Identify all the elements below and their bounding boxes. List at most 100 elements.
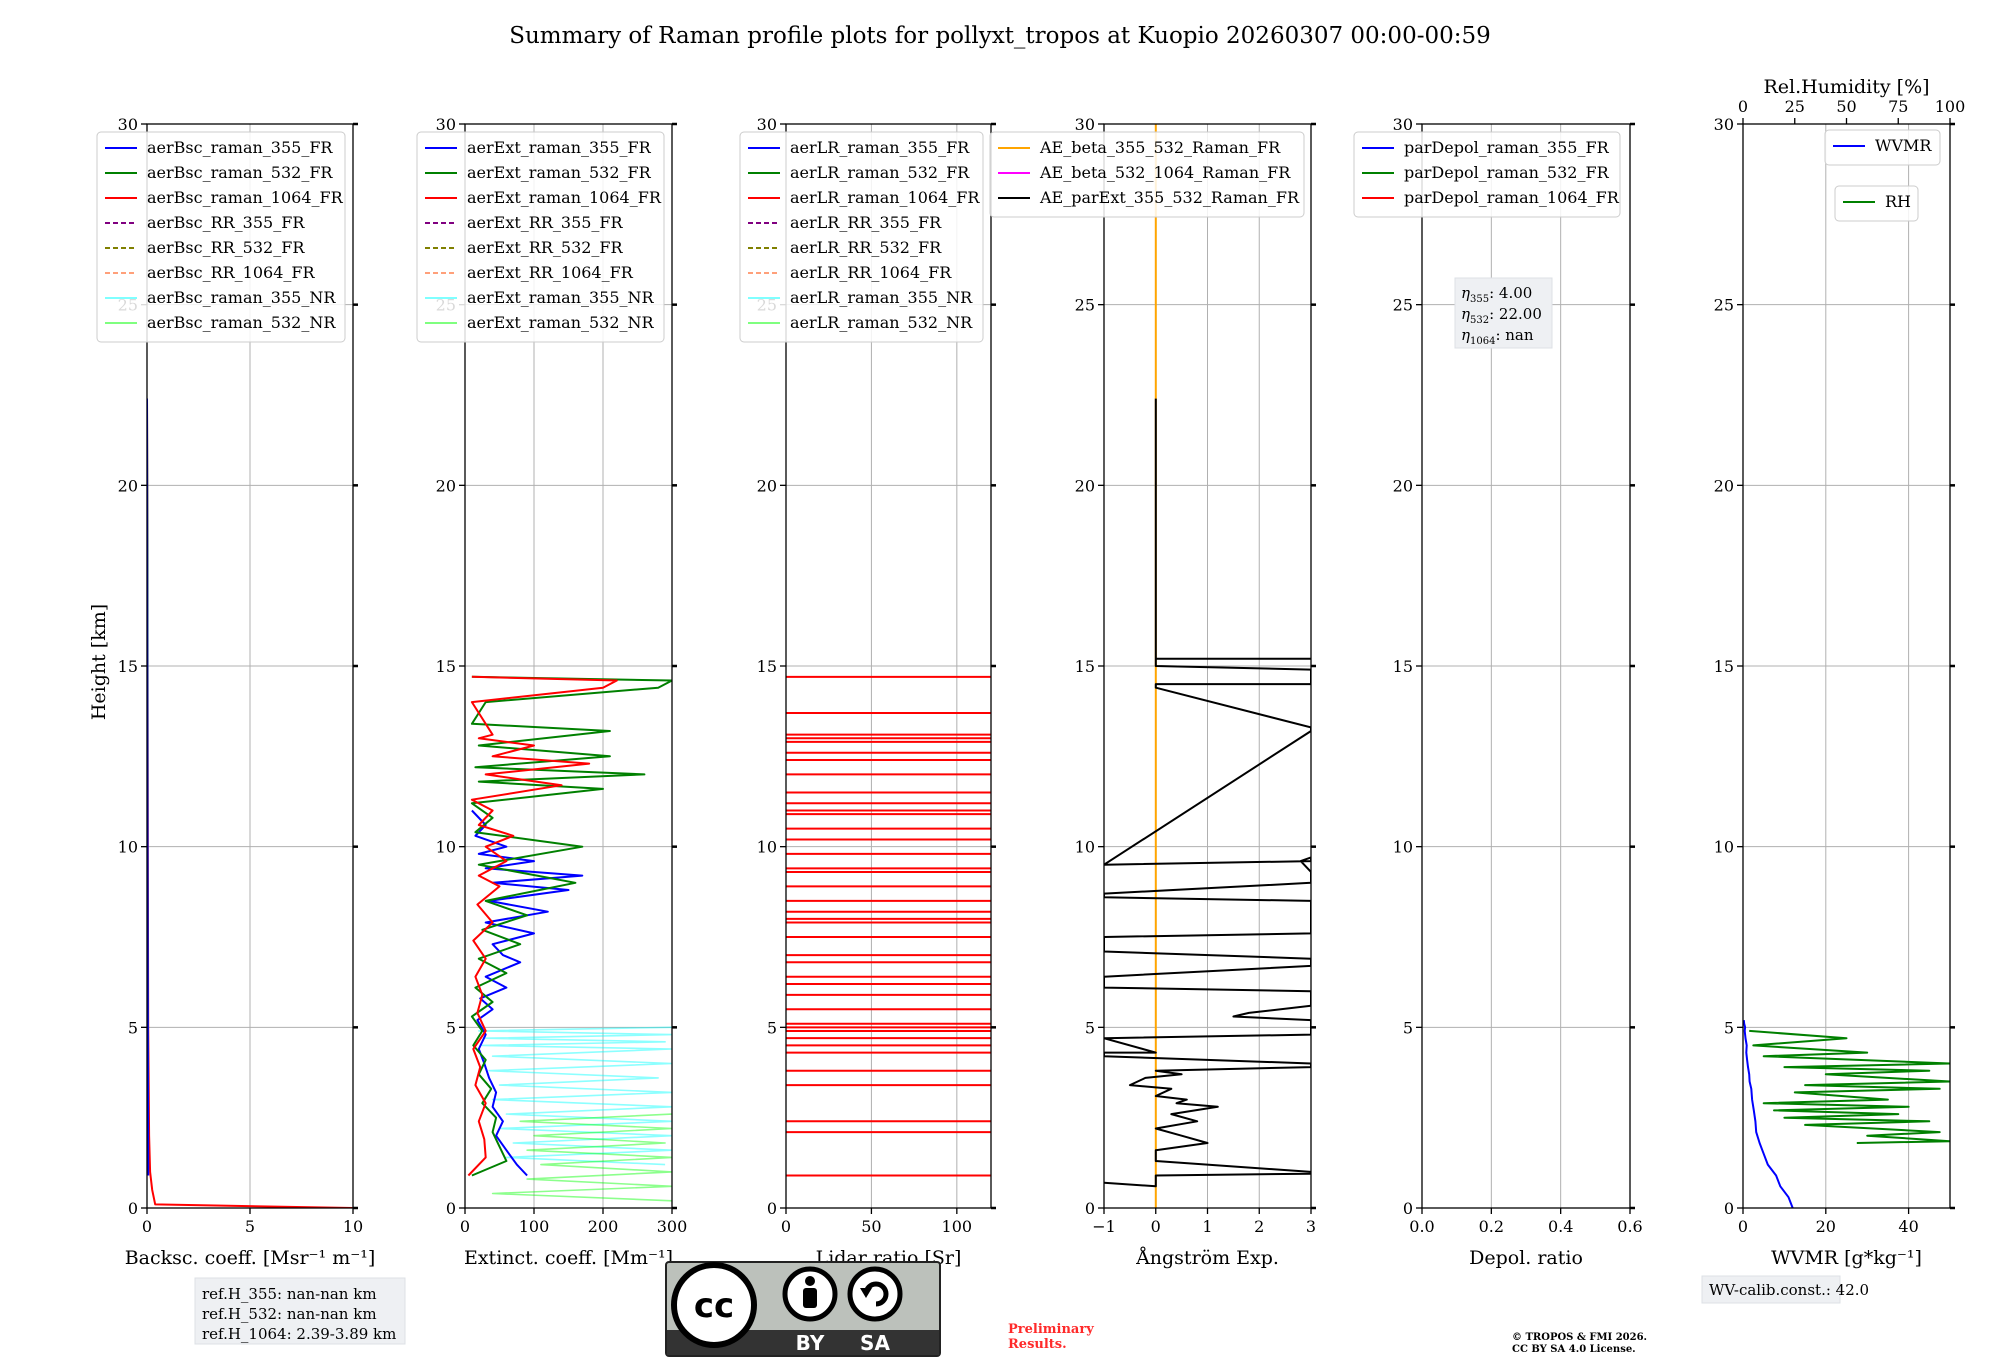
y-tick-label: 30 [1393,115,1413,134]
y-tick-label: 10 [757,838,777,857]
legend-box [416,131,665,343]
ref-height-box: ref.H_355: nan-nan km ref.H_532: nan-nan… [194,1277,406,1345]
legend-entry: parDepol_raman_355_FR [1404,138,1610,157]
y-tick-label: 0 [1085,1199,1095,1218]
x-axis-label: Extinct. coeff. [Mm⁻¹] [464,1247,673,1269]
top-x-tick-label: 25 [1785,97,1805,116]
x-tick-label: 0.4 [1548,1217,1573,1236]
preliminary-label-line1: Preliminary [1008,1322,1094,1337]
x-tick-label: 0 [781,1217,791,1236]
series-AE_parExt_355_532_Raman_FR [1104,398,1311,1188]
legend: WVMR [1824,129,1941,166]
legend-entry: aerBsc_RR_1064_FR [147,263,316,282]
eta-row: η532: 22.00 [1461,305,1542,326]
legend-entry: aerBsc_raman_355_FR [147,138,333,157]
legend-box [1834,185,1919,222]
y-tick-label: 15 [757,657,777,676]
x-tick-label: 40 [1898,1217,1918,1236]
legend-entry: aerExt_raman_355_NR [467,288,655,307]
legend-entry: aerLR_raman_532_FR [790,163,970,182]
y-tick-label: 5 [1085,1018,1095,1037]
y-tick-label: 25 [1075,296,1095,315]
gridlines [1103,123,1312,1209]
legend-box [739,131,984,343]
badge-sa-label: SA [860,1331,890,1355]
legend-entry: aerLR_RR_1064_FR [790,263,952,282]
y-tick-label: 15 [1714,657,1734,676]
legend-box [989,131,1305,218]
svg-text:cc: cc [694,1286,734,1326]
x-tick-label: 0 [1738,1217,1748,1236]
y-tick-label: 10 [1714,838,1734,857]
x-tick-label: 0.6 [1617,1217,1642,1236]
legend-entry: aerLR_raman_355_FR [790,138,970,157]
series-RH [1749,1029,1950,1144]
figure-title: Summary of Raman profile plots for polly… [509,23,1491,49]
legend-entry: aerExt_RR_532_FR [467,238,624,257]
y-tick-label: 30 [1714,115,1734,134]
y-tick-label: 15 [1075,657,1095,676]
legend-box [1824,129,1941,166]
y-tick-label: 20 [1714,476,1734,495]
x-tick-label: 0 [460,1217,470,1236]
y-tick-label: 15 [118,657,138,676]
x-tick-label: 0.0 [1409,1217,1434,1236]
y-tick-label: 0 [128,1199,138,1218]
legend-entry: AE_beta_355_532_Raman_FR [1039,138,1281,157]
legend: aerExt_raman_355_FR aerExt_raman_532_FRae… [416,131,665,343]
y-tick-label: 20 [757,476,777,495]
legend-entry: aerLR_RR_532_FR [790,238,942,257]
legend-entry: AE_parExt_355_532_Raman_FR [1039,188,1300,207]
legend: parDepol_raman_355_FR parDepol_raman_532_… [1353,131,1621,218]
x-tick-label: 10 [343,1217,363,1236]
ref-height-532: ref.H_532: nan-nan km [202,1305,377,1323]
y-tick-label: 15 [436,657,456,676]
eta-box-bg [1454,277,1553,349]
legend-entry: AE_beta_532_1064_Raman_FR [1039,163,1291,182]
x-tick-label: 3 [1306,1217,1316,1236]
legend-entry: aerExt_RR_1064_FR [467,263,634,282]
x-axis-label: Depol. ratio [1469,1247,1583,1269]
y-tick-label: 10 [1393,838,1413,857]
legend-entry: aerLR_raman_355_NR [790,288,973,307]
legend-entry: aerExt_RR_355_FR [467,213,624,232]
x-tick-label: 2 [1254,1217,1264,1236]
y-tick-label: 0 [767,1199,777,1218]
series-group [786,675,991,1177]
y-tick-label: 20 [436,476,456,495]
ref-height-355: ref.H_355: nan-nan km [202,1285,377,1303]
panel-depol: 0 5 10 15 20 25 30 0.0 0.2 0.4 0.6 Depol. ratio parD… [1353,115,1643,1269]
x-tick-label: 20 [1816,1217,1836,1236]
x-tick-label: 0 [142,1217,152,1236]
series-aerExt_raman_355_NR [477,1026,672,1166]
y-tick-label: 5 [1724,1018,1734,1037]
x-tick-label: 100 [942,1217,973,1236]
y-tick-label: 5 [128,1018,138,1037]
copyright-line2: CC BY SA 4.0 License. [1512,1344,1636,1355]
y-tick-label: 20 [1075,476,1095,495]
series-group [1743,1019,1950,1208]
y-tick-label: 5 [446,1018,456,1037]
legend-entry: parDepol_raman_1064_FR [1404,188,1620,207]
gridlines [1742,123,1950,1209]
y-tick-label: 30 [1075,115,1095,134]
y-tick-label: 30 [757,115,777,134]
y-tick-label: 10 [436,838,456,857]
x-tick-label: 50 [861,1217,881,1236]
y-tick-label: 25 [1393,296,1413,315]
series-aerExt_raman_1064_FR [467,675,618,1177]
y-tick-label: 15 [1393,657,1413,676]
legend: RH [1834,185,1919,222]
top-x-axis-label: Rel.Humidity [%] [1763,76,1929,98]
y-tick-label: 5 [767,1018,777,1037]
legend-entry: WVMR [1875,136,1932,155]
legend: AE_beta_355_532_Raman_FR AE_beta_532_1064… [989,131,1305,218]
x-tick-label: 1 [1202,1217,1212,1236]
legend: aerLR_raman_355_FR aerLR_raman_532_FR aerL… [739,131,984,343]
legend-entry: aerExt_raman_355_FR [467,138,652,157]
legend-entry: aerLR_raman_1064_FR [790,188,980,207]
y-tick-label: 20 [118,476,138,495]
